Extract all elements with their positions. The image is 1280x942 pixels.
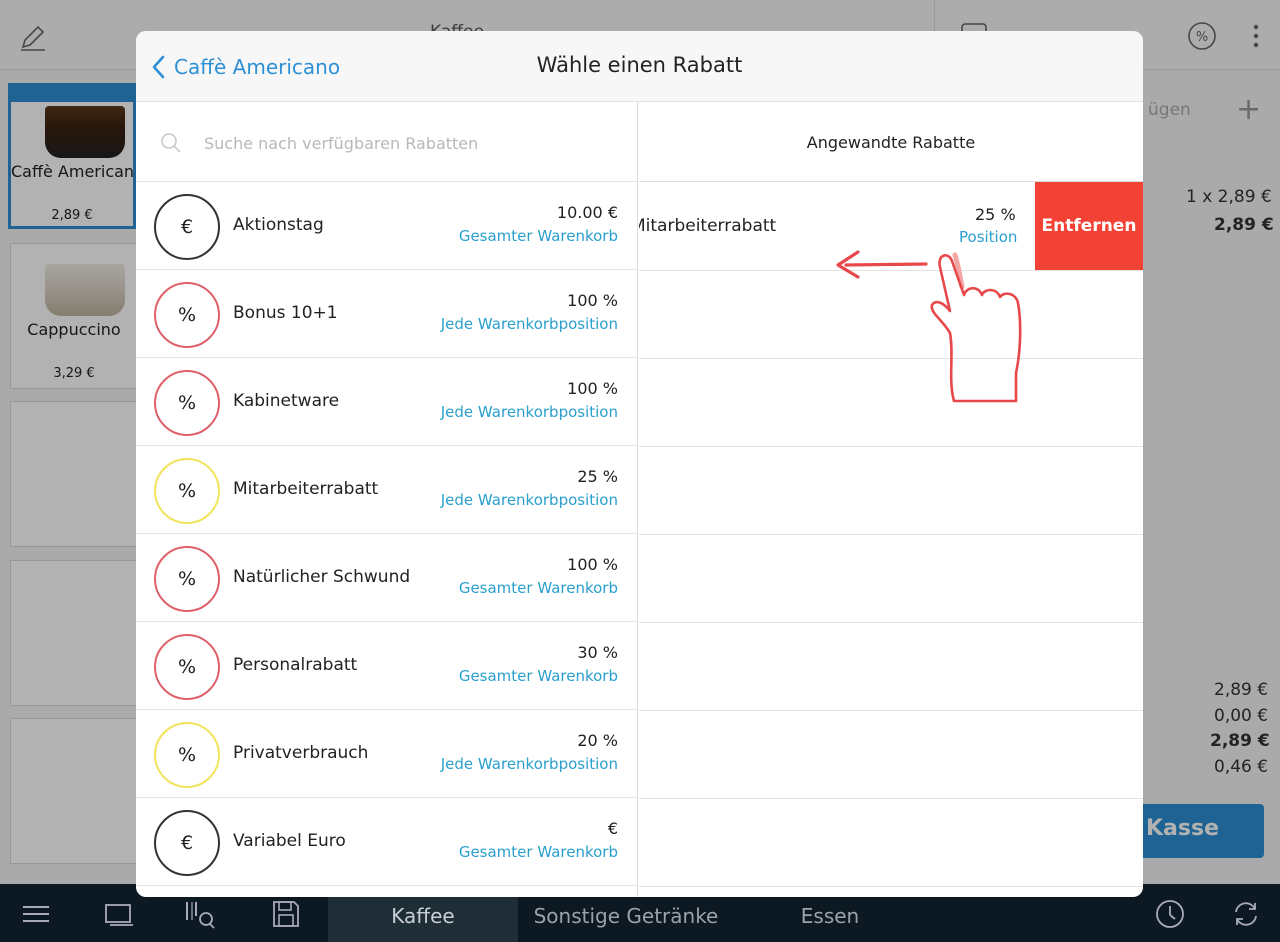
empty-product-tile[interactable]: [10, 718, 138, 864]
percent-icon: %: [154, 634, 220, 700]
cart-line-quantity: 1 x 2,89 €: [1186, 187, 1272, 207]
product-tile[interactable]: Caffè Americano 2,89 €: [8, 83, 136, 229]
modal-title: Wähle einen Rabatt: [536, 53, 743, 77]
chevron-left-icon: [152, 55, 165, 79]
discount-scope: Jede Warenkorbposition: [440, 403, 618, 421]
percent-icon: %: [154, 458, 220, 524]
plus-icon[interactable]: +: [1236, 92, 1262, 127]
percent-circle-icon[interactable]: %: [1186, 20, 1218, 52]
back-button-label: Caffè Americano: [174, 55, 341, 79]
discount-row[interactable]: € Variabel Euro € Gesamter Warenkorb: [136, 798, 638, 886]
sync-icon[interactable]: [1230, 898, 1262, 930]
available-discounts-panel: € Aktionstag 10.00 € Gesamter Warenkorb% Bon…: [136, 102, 638, 897]
discount-name: Personalrabatt: [233, 655, 358, 675]
summary-subtotal: 2,89 €: [1214, 680, 1269, 700]
empty-product-tile[interactable]: [10, 401, 138, 547]
discount-search: [136, 102, 638, 182]
discount-scope: Jede Warenkorbposition: [440, 491, 618, 509]
discount-name: Variabel Euro: [233, 831, 346, 851]
applied-discount-name: Mitarbeiterrabatt: [639, 216, 777, 236]
discount-row[interactable]: % Natürlicher Schwund 100 % Gesamter Warenk…: [136, 534, 638, 622]
euro-icon: €: [154, 810, 220, 876]
product-price: 3,29 €: [53, 366, 95, 381]
discount-modal: Caffè Americano Wähle einen Rabatt € Akti…: [136, 31, 1143, 897]
discount-value: 20 %: [577, 731, 618, 750]
euro-icon: €: [154, 194, 220, 260]
tab-sonstige-getraenke[interactable]: Sonstige Getränke: [533, 904, 719, 928]
cart-line-total: 2,89 €: [1214, 215, 1274, 235]
selection-bar: [11, 86, 133, 102]
applied-discount-scope: Position: [959, 228, 1018, 246]
applied-discounts-header: Angewandte Rabatte: [639, 102, 1143, 182]
discount-name: Aktionstag: [233, 215, 324, 235]
search-icon: [161, 133, 181, 153]
save-icon[interactable]: [270, 898, 302, 930]
discount-value: €: [607, 819, 618, 838]
product-tile[interactable]: Cappuccino 3,29 €: [10, 243, 138, 389]
discount-row[interactable]: % Privatverbrauch 20 % Jede Warenkorbpositi…: [136, 710, 638, 798]
swipe-left-hand-icon: [836, 250, 1022, 403]
search-input[interactable]: [204, 130, 604, 156]
empty-applied-row: [639, 359, 1143, 447]
svg-text:%: %: [1196, 30, 1208, 45]
discount-scope: Gesamter Warenkorb: [458, 579, 618, 597]
discount-row[interactable]: % Mitarbeiterrabatt 25 % Jede Warenkorbposi…: [136, 446, 638, 534]
discount-scope: Gesamter Warenkorb: [458, 227, 618, 245]
empty-applied-row: [639, 271, 1143, 359]
percent-icon: %: [154, 370, 220, 436]
empty-applied-row: [639, 623, 1143, 711]
applied-discount-row[interactable]: Mitarbeiterrabatt 25 % Position Entferne…: [639, 182, 1143, 271]
coffee-image: [45, 106, 125, 158]
summary-discount: 0,00 €: [1214, 706, 1269, 726]
tables-icon[interactable]: [103, 898, 135, 930]
percent-icon: %: [154, 546, 220, 612]
product-price: 2,89 €: [51, 208, 93, 223]
empty-applied-row: [639, 535, 1143, 623]
discount-row[interactable]: % Personalrabatt 30 % Gesamter Warenkorb: [136, 622, 638, 710]
discount-value: 100 %: [567, 555, 618, 574]
discount-row[interactable]: % Kabinetware 100 % Jede Warenkorbposition: [136, 358, 638, 446]
remove-discount-button[interactable]: Entfernen: [1035, 182, 1143, 270]
summary-total: 2,89 €: [1210, 731, 1270, 751]
cart-add-label[interactable]: ügen: [1148, 100, 1191, 120]
summary-tax: 0,46 €: [1214, 757, 1269, 777]
discount-value: 30 %: [577, 643, 618, 662]
discount-value: 25 %: [577, 467, 618, 486]
checkout-button[interactable]: Kasse: [1120, 804, 1264, 858]
discount-row[interactable]: € Aktionstag 10.00 € Gesamter Warenkorb: [136, 182, 638, 270]
modal-header: Caffè Americano Wähle einen Rabatt: [136, 31, 1143, 102]
discount-row[interactable]: % Bonus 10+1 100 % Jede Warenkorbposition: [136, 270, 638, 358]
discount-scope: Gesamter Warenkorb: [458, 667, 618, 685]
discount-value: 100 %: [567, 379, 618, 398]
empty-applied-row: [639, 447, 1143, 535]
discount-value: 10.00 €: [556, 203, 618, 222]
barcode-search-icon[interactable]: [184, 898, 216, 930]
product-name: Caffè Americano: [11, 162, 133, 181]
discount-scope: Gesamter Warenkorb: [458, 843, 618, 861]
empty-applied-row: [639, 799, 1143, 887]
applied-discounts-panel: Angewandte Rabatte Mitarbeiterrabatt 25 …: [639, 102, 1143, 897]
discount-name: Mitarbeiterrabatt: [233, 479, 379, 499]
discount-name: Privatverbrauch: [233, 743, 369, 763]
edit-icon[interactable]: [18, 22, 48, 52]
empty-applied-row: [639, 711, 1143, 799]
clock-icon[interactable]: [1154, 898, 1186, 930]
applied-discount-value: 25 %: [975, 205, 1016, 224]
more-vertical-icon[interactable]: [1240, 20, 1272, 52]
cappuccino-image: [45, 264, 125, 316]
tab-essen[interactable]: Essen: [800, 904, 860, 928]
discount-value: 100 %: [567, 291, 618, 310]
product-name: Cappuccino: [27, 320, 121, 339]
percent-icon: %: [154, 722, 220, 788]
back-button[interactable]: Caffè Americano: [150, 53, 340, 81]
discount-name: Bonus 10+1: [233, 303, 338, 323]
discount-name: Natürlicher Schwund: [233, 567, 411, 587]
discount-scope: Jede Warenkorbposition: [440, 755, 618, 773]
menu-icon[interactable]: [20, 898, 52, 930]
discount-scope: Jede Warenkorbposition: [440, 315, 618, 333]
discount-name: Kabinetware: [233, 391, 340, 411]
percent-icon: %: [154, 282, 220, 348]
